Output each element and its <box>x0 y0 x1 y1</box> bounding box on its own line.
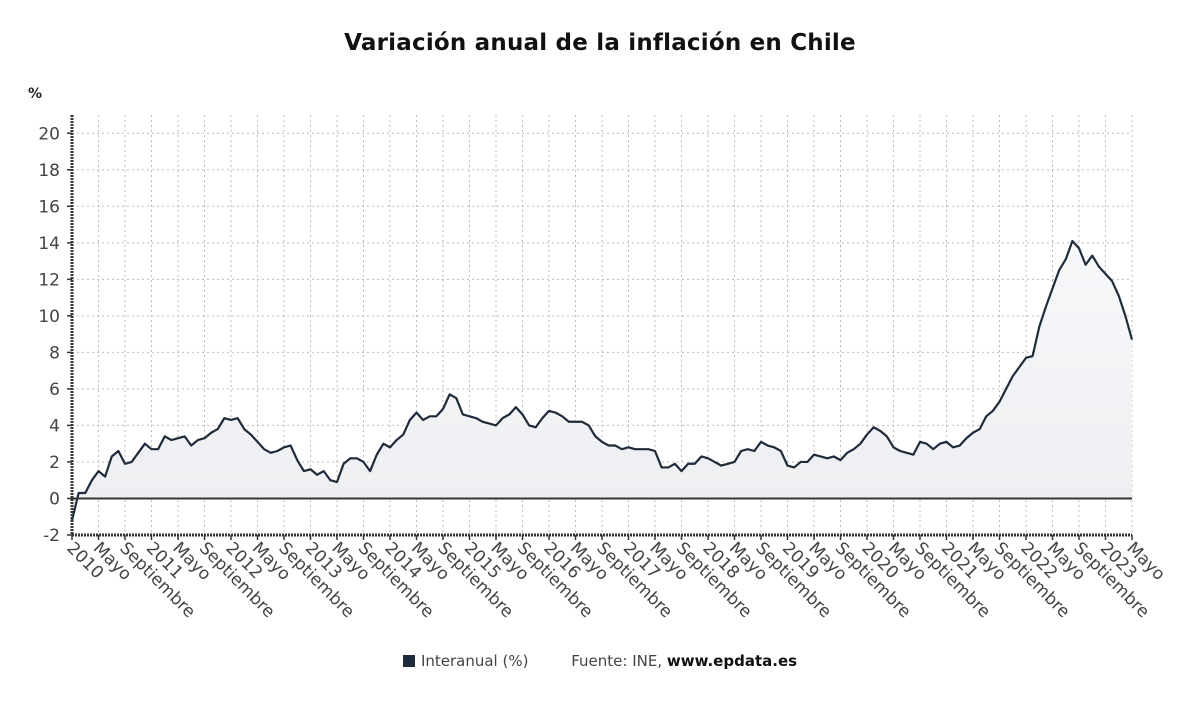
legend-entry-interanual: Interanual (%) <box>402 652 533 670</box>
y-tick-label: 0 <box>49 489 60 509</box>
x-tick-labels: 2010MayoSeptiembre2011MayoSeptiembre2012… <box>62 535 1169 622</box>
y-tick-label: 12 <box>38 270 60 290</box>
source-label: Fuente: INE, <box>571 652 663 670</box>
y-tick-label: 20 <box>38 124 60 144</box>
y-tick-label: 10 <box>38 307 60 327</box>
y-tick-label: -2 <box>43 526 60 546</box>
area-layer <box>70 239 1134 521</box>
legend-swatch-icon <box>402 655 415 667</box>
legend-label: Interanual (%) <box>420 652 529 670</box>
y-tick-label: 2 <box>49 453 60 473</box>
y-tick-label: 14 <box>38 234 60 254</box>
y-tick-label: 16 <box>38 197 60 217</box>
y-axis-unit-label: % <box>28 86 43 102</box>
y-tick-label: 4 <box>49 416 60 436</box>
series-area-fill <box>72 241 1132 521</box>
y-tick-labels: -2 0 2 4 6 8 10 12 14 16 18 20 <box>38 124 72 546</box>
y-tick-label: 8 <box>49 343 60 363</box>
source-site-link[interactable]: www.epdata.es <box>666 652 798 670</box>
chart-title: Variación anual de la inflación en Chile <box>344 30 856 56</box>
legend: Interanual (%) Fuente: INE, www.epdata.e… <box>0 652 1200 670</box>
y-tick-label: 18 <box>38 161 60 181</box>
y-tick-label: 6 <box>49 380 60 400</box>
